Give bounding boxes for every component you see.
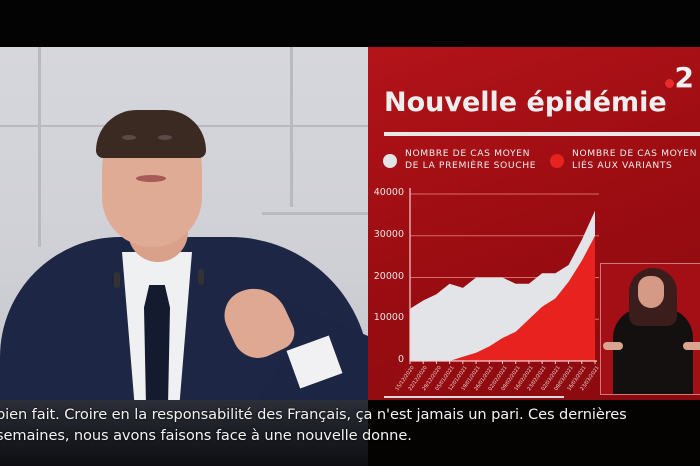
logo-number: 2 — [674, 61, 694, 94]
graphic-title: Nouvelle épidémie — [384, 87, 667, 118]
wall-panel-line — [290, 47, 293, 207]
caption-background-dark — [368, 400, 700, 466]
legend-dot-red-icon — [550, 154, 564, 168]
wall-panel-line — [262, 212, 368, 215]
variants-area — [410, 235, 595, 361]
title-divider — [384, 132, 700, 136]
bottom-divider — [384, 396, 564, 398]
caption-line-2: semaines, nous avons faisons face à une … — [0, 427, 412, 444]
lapel-mic-icon — [198, 269, 204, 285]
sign-language-interpreter-inset — [600, 263, 700, 395]
caption-line-1: bien fait. Croire en la responsabilité d… — [0, 406, 627, 423]
legend-label-line2: LIÉS AUX VARIANTS — [572, 160, 673, 171]
cases-area-chart: 0 10000 20000 30000 40000 15/12/2020 22/12/20… — [368, 177, 700, 407]
y-tick-label: 20000 — [373, 270, 404, 282]
mouth — [136, 175, 166, 182]
wall-panel-line — [38, 47, 41, 247]
closed-captions: bien fait. Croire en la responsabilité d… — [0, 400, 700, 466]
chart-plot — [409, 188, 599, 364]
lapel-mic-icon — [114, 272, 120, 288]
eye — [122, 135, 136, 140]
speaker-hair — [96, 110, 206, 158]
france2-logo: 2 — [664, 61, 694, 94]
caption-background-video — [0, 400, 368, 466]
interpreter-hand — [603, 342, 623, 350]
legend-label-line1: NOMBRE DE CAS MOYEN — [572, 148, 698, 159]
infographic-panel: 2 Nouvelle épidémie NOMBRE DE CAS MOYEN … — [368, 47, 700, 407]
legend-item-first-strain: NOMBRE DE CAS MOYEN DE LA PREMIÈRE SOUCH… — [383, 148, 536, 172]
y-tick-label: 10000 — [373, 312, 404, 324]
interpreter-hand — [683, 342, 700, 350]
eye — [158, 135, 172, 140]
y-tick-label: 40000 — [373, 187, 404, 198]
logo-dot-icon — [664, 79, 674, 88]
tie — [144, 285, 170, 407]
tv-bezel-top — [0, 0, 700, 47]
legend-label: NOMBRE DE CAS MOYEN DE LA PREMIÈRE SOUCH… — [405, 148, 536, 172]
legend-item-variants: NOMBRE DE CAS MOYEN LIÉS AUX VARIANTS — [550, 148, 697, 172]
legend-dot-white-icon — [383, 154, 397, 168]
y-tick-label: 0 — [397, 354, 404, 365]
legend-label-line2: DE LA PREMIÈRE SOUCHE — [405, 160, 537, 171]
y-tick-label: 30000 — [373, 228, 404, 240]
speaker-video-feed — [0, 47, 368, 407]
legend-label: NOMBRE DE CAS MOYEN LIÉS AUX VARIANTS — [572, 148, 697, 172]
legend-label-line1: NOMBRE DE CAS MOYEN — [405, 148, 531, 159]
interpreter-face — [638, 276, 664, 308]
